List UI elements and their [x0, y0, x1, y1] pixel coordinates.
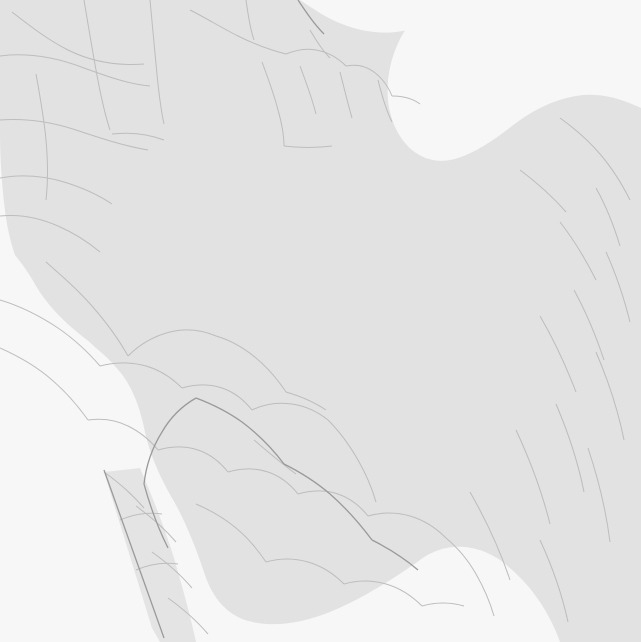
- administrative-borders: [0, 0, 631, 635]
- guianas-coast-cut: [300, 0, 450, 33]
- chile-strip: [104, 468, 196, 642]
- country-borders: [103, 0, 419, 639]
- atlantic-coast-cut: [387, 0, 641, 161]
